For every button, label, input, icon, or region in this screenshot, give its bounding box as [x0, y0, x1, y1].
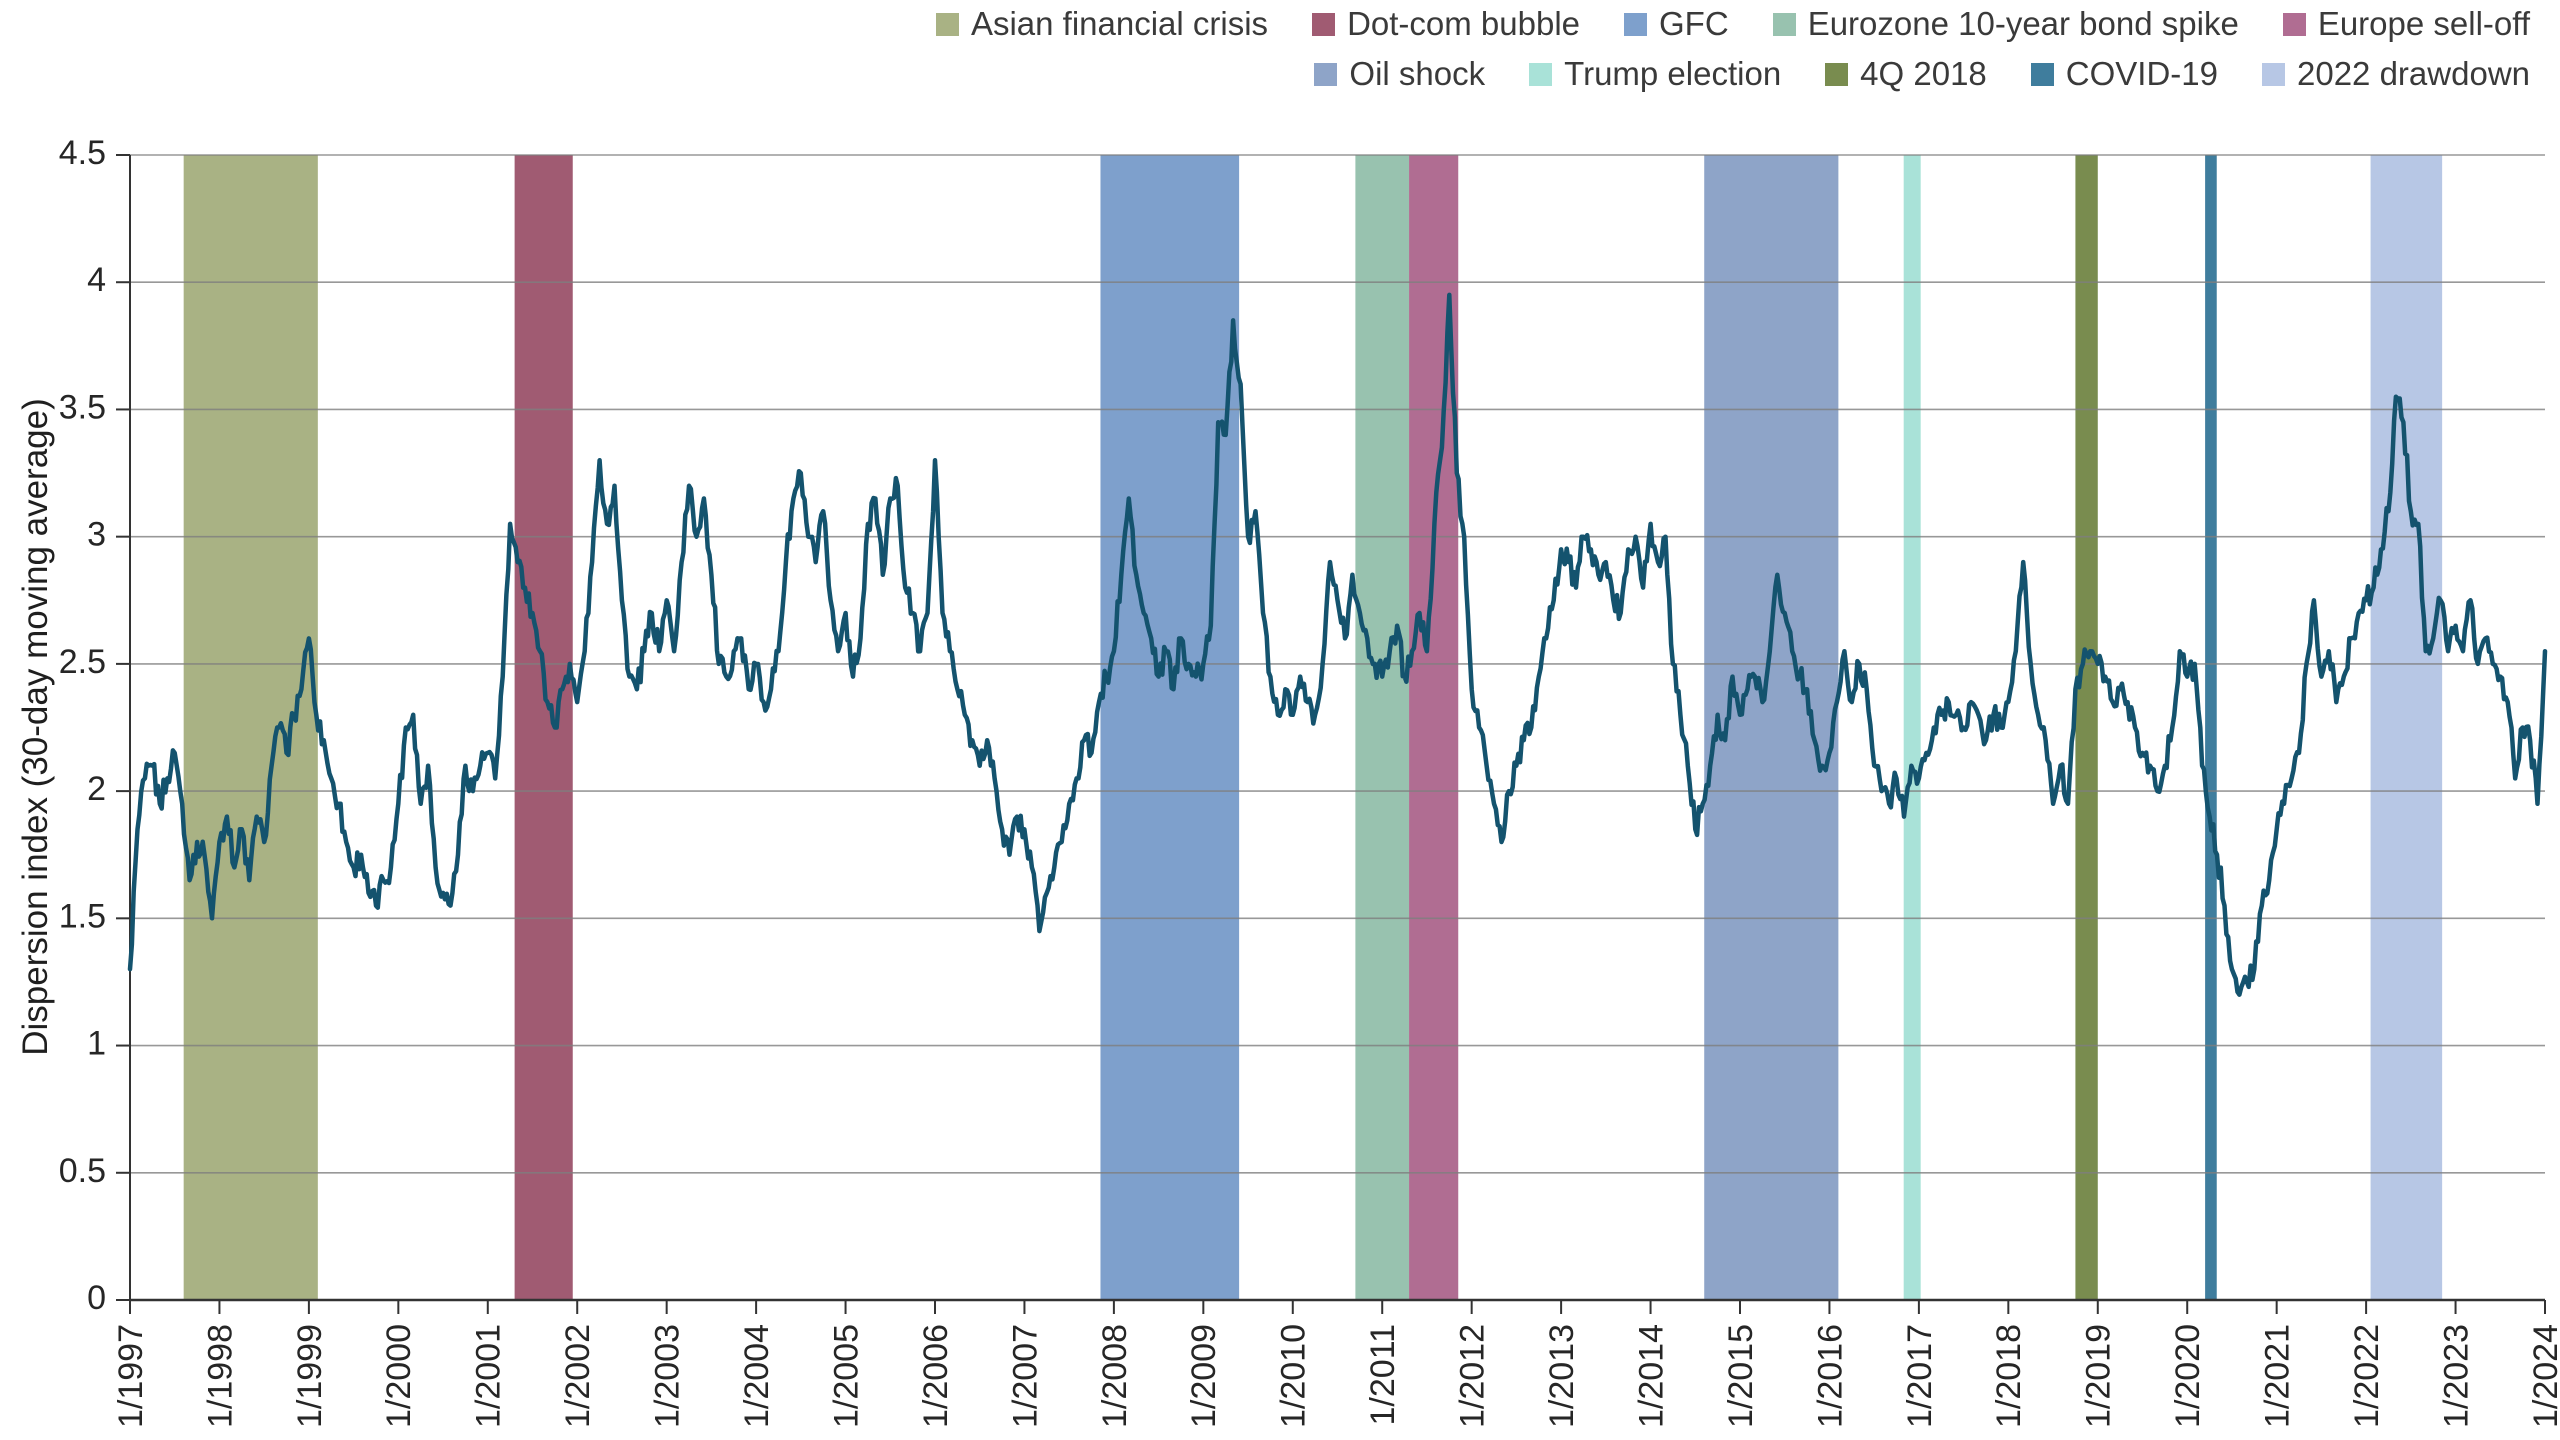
x-tick-label: 1/2020: [2169, 1324, 2207, 1428]
legend-label: COVID-19: [2065, 55, 2218, 93]
legend-swatch-dot-com-bubble: [1312, 12, 1336, 36]
legend-item-covid-19: COVID-19: [2030, 55, 2218, 93]
y-tick-label: 0.5: [59, 1152, 106, 1190]
x-tick-label: 1/2018: [1990, 1324, 2028, 1428]
x-tick-label: 1/2005: [827, 1324, 865, 1428]
x-tick-label: 1/2017: [1901, 1324, 1939, 1428]
y-tick-label: 3.5: [59, 388, 106, 426]
y-tick-label: 1.5: [59, 897, 106, 935]
legend-item-gfc: GFC: [1624, 5, 1729, 42]
legend-item-oil-shock: Oil shock: [1314, 55, 1486, 93]
x-tick-label: 1/2003: [649, 1324, 687, 1428]
legend-swatch-asian-financial-crisis: [935, 12, 959, 36]
x-tick-label: 1/2000: [380, 1324, 418, 1428]
x-tick-label: 1/1999: [291, 1324, 329, 1428]
event-band-dot-com-bubble: [514, 155, 573, 1300]
legend-swatch-oil-shock: [1314, 62, 1338, 86]
legend-label: Asian financial crisis: [970, 5, 1269, 42]
x-tick-label: 1/2009: [1185, 1324, 1223, 1428]
event-band-eurozone-10-year-bond-spike: [1355, 155, 1410, 1300]
y-tick-label: 3: [87, 516, 106, 554]
legend-swatch-4q-2018: [1825, 62, 1849, 86]
legend-swatch-2022-drawdown: [2262, 62, 2285, 86]
x-tick-label: 1/2019: [2080, 1324, 2118, 1428]
x-tick-label: 1/2011: [1364, 1324, 1402, 1425]
y-tick-label: 2: [87, 770, 106, 808]
legend-label: Europe sell-off: [2317, 5, 2530, 42]
legend-row-2: Oil shock Trump election 4Q 2018 COVID-19 20…: [1314, 55, 2530, 93]
legend-label: Eurozone 10-year bond spike: [1807, 5, 2239, 42]
x-tick-label: 1/2006: [917, 1324, 955, 1428]
legend-label: GFC: [1659, 5, 1729, 42]
y-tick-label: 1: [87, 1025, 106, 1063]
x-tick-label: 1/2014: [1632, 1324, 1670, 1428]
legend-row-1: Asian financial crisis Dot-com bubble GFC E…: [935, 5, 2530, 42]
legend-item-trump-election: Trump election: [1529, 55, 1782, 93]
x-tick-label: 1/2008: [1096, 1324, 1134, 1428]
legend-item-dot-com-bubble: Dot-com bubble: [1312, 5, 1581, 42]
x-tick-label: 1/2004: [738, 1324, 776, 1428]
legend-item-4q-2018: 4Q 2018: [1825, 55, 1987, 93]
event-band-trump-election: [1903, 155, 1921, 1300]
event-band-covid-19: [2205, 155, 2217, 1300]
legend-label: 4Q 2018: [1860, 55, 1987, 93]
x-tick-label: 1/2012: [1454, 1324, 1492, 1428]
y-tick-label: 4.5: [59, 134, 106, 172]
event-band-gfc: [1100, 155, 1240, 1300]
x-tick-label: 1/1998: [201, 1324, 239, 1428]
legend-item-asian-financial-crisis: Asian financial crisis: [935, 5, 1269, 42]
legend-item-2022-drawdown: 2022 drawdown: [2262, 55, 2530, 93]
x-tick-label: 1/2021: [2259, 1324, 2297, 1428]
x-tick-label: 1/2022: [2348, 1324, 2386, 1428]
event-band-4q-2018: [2075, 155, 2098, 1300]
legend-label: Oil shock: [1349, 55, 1486, 93]
x-tick-label: 1/2013: [1543, 1324, 1581, 1428]
legend-swatch-trump-election: [1529, 62, 1553, 86]
y-tick-label: 4: [87, 261, 106, 299]
legend: Asian financial crisis Dot-com bubble GFC E…: [935, 5, 2530, 93]
y-tick-label: 0: [87, 1279, 106, 1317]
legend-swatch-eurozone-10-year-bond-spike: [1772, 12, 1796, 36]
x-tick-label: 1/2002: [559, 1324, 597, 1428]
x-tick-label: 1/2015: [1722, 1324, 1760, 1428]
x-tick-label: 1/2016: [1811, 1324, 1849, 1428]
legend-item-eurozone-10-year-bond-spike: Eurozone 10-year bond spike: [1772, 5, 2239, 42]
legend-swatch-europe-sell-off: [2282, 12, 2306, 36]
dispersion-index-line: [127, 292, 2548, 997]
legend-swatch-covid-19: [2030, 62, 2054, 86]
legend-label: 2022 drawdown: [2297, 55, 2530, 93]
x-tick-label: 1/1997: [112, 1324, 150, 1428]
y-tick-label: 2.5: [59, 643, 106, 681]
legend-item-europe-sell-off: Europe sell-off: [2282, 5, 2530, 42]
legend-swatch-gfc: [1624, 12, 1648, 36]
event-band-2022-drawdown: [2370, 155, 2443, 1300]
legend-label: Dot-com bubble: [1347, 5, 1581, 42]
x-tick-label: 1/2024: [2527, 1324, 2560, 1428]
x-tick-label: 1/2001: [470, 1324, 508, 1428]
legend-label: Trump election: [1564, 55, 1782, 93]
event-band-asian-financial-crisis: [183, 155, 318, 1300]
x-tick-label: 1/2007: [1006, 1324, 1044, 1428]
x-tick-label: 1/2010: [1275, 1324, 1313, 1428]
x-tick-label: 1/2023: [2437, 1324, 2475, 1428]
